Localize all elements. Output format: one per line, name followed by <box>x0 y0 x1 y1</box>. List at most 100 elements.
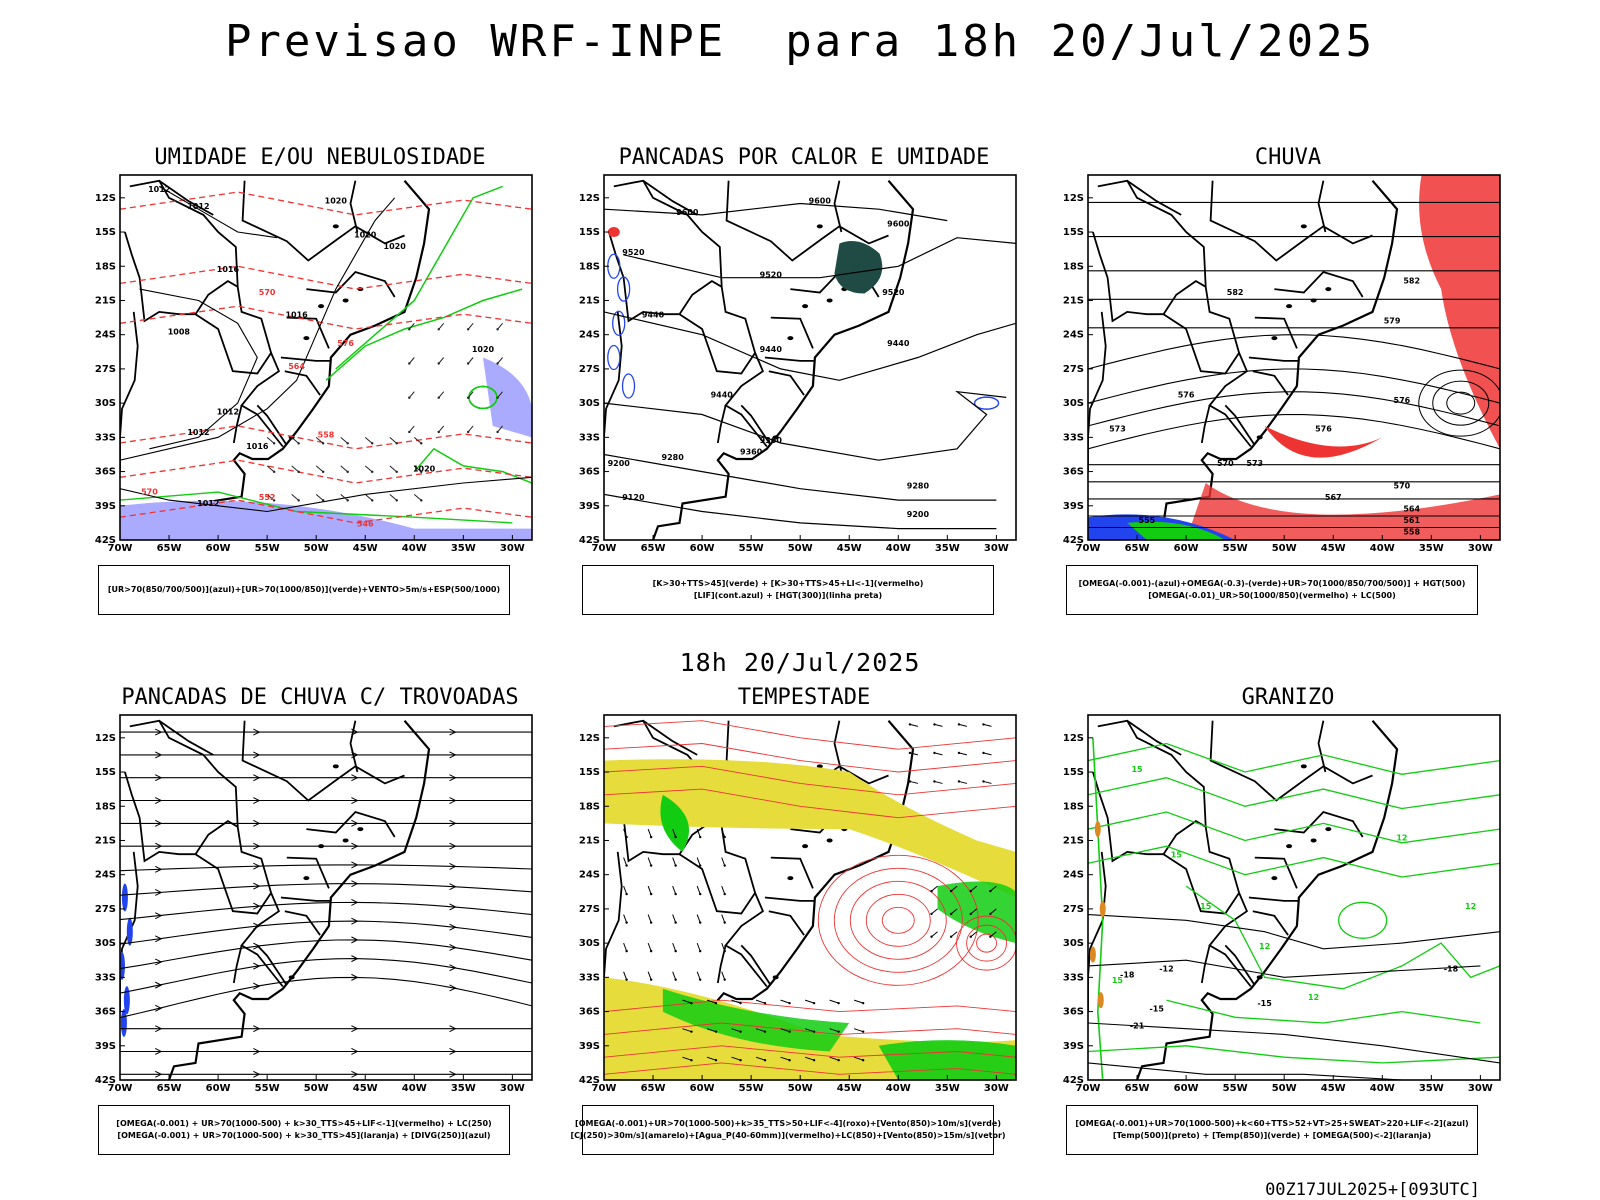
streamline-250hpa <box>120 958 532 994</box>
wind-vector-head <box>930 889 933 893</box>
contour-label: 1012 <box>187 428 209 437</box>
contour-label: 1020 <box>384 242 407 251</box>
country-state-border <box>613 719 768 988</box>
wind-vector <box>467 357 474 364</box>
wind-vector-head <box>723 864 726 867</box>
lake-dot <box>342 838 349 843</box>
contour-label: 12 <box>1465 902 1476 911</box>
lc850-streamline <box>956 915 1016 971</box>
country-state-border <box>1254 856 1298 889</box>
wind-vector-head <box>321 442 325 445</box>
country-state-border <box>129 179 284 448</box>
country-state-border <box>1274 810 1364 838</box>
lat-tick-label: 39S <box>579 501 600 512</box>
humidity-contour-green <box>335 185 503 370</box>
wind-vector <box>647 942 652 952</box>
country-state-border <box>604 851 623 1014</box>
humidity-contour-green <box>120 491 513 524</box>
lat-tick-label: 24S <box>1063 330 1084 341</box>
legend-line: [OMEGA(-0.001)+UR>70(1000-500)+k>35_TTS>… <box>575 1119 1001 1128</box>
lon-tick-label: 50W <box>1272 1083 1297 1094</box>
contour-label: 9120 <box>622 493 645 502</box>
wind-vector-head <box>272 470 276 474</box>
lake-dot <box>357 827 364 832</box>
streamline-250hpa <box>120 901 532 921</box>
streamline-arrow <box>449 862 457 870</box>
contour-label: -15 <box>1257 999 1272 1008</box>
contour-label: 573 <box>1246 459 1263 468</box>
wind-vector <box>291 436 299 444</box>
country-state-border <box>679 853 756 915</box>
wind-vector <box>340 493 349 501</box>
map-layer: 1012 1012 1016 1016 1020 1020 1020 1012 1008 1016… <box>120 175 532 540</box>
wind-vector-head <box>969 912 972 916</box>
contour-label: 9440 <box>711 390 734 399</box>
contour-label: 1020 <box>472 345 495 354</box>
streamline-arrow <box>449 1025 457 1033</box>
lat-tick-label: 42S <box>1063 1075 1084 1086</box>
wind-vector-head <box>969 889 972 893</box>
lon-tick-label: 50W <box>788 1083 813 1094</box>
lat-tick-label: 30S <box>579 938 600 949</box>
country-state-border <box>158 179 214 216</box>
lon-tick-label: 30W <box>984 1083 1009 1094</box>
wind-vector-head <box>930 935 933 938</box>
country-state-border <box>833 720 843 773</box>
wind-vector-head <box>812 1058 816 1062</box>
lc850-streamline <box>976 933 998 953</box>
lake-dot <box>826 298 833 303</box>
lc850-streamline <box>604 999 1016 1013</box>
thickness-contour <box>120 425 532 450</box>
country-state-border <box>1088 311 1107 474</box>
wind-vector-head <box>408 362 411 365</box>
contour-label: 564 <box>288 362 305 371</box>
lake-dot <box>288 975 295 980</box>
lake-dot <box>318 304 325 309</box>
wind-vector <box>497 357 503 364</box>
hgt500-streamline <box>1088 368 1500 404</box>
contour-label: 9280 <box>907 482 930 491</box>
lc850-streamline <box>833 867 963 973</box>
lake-dot <box>1271 336 1278 341</box>
legend-line: [OMEGA(-0.001) + UR>70(1000-500) + k>30_… <box>116 1119 492 1128</box>
country-state-border <box>740 944 772 986</box>
lake-dot <box>787 336 794 341</box>
wind-vector <box>647 828 652 838</box>
panel-title: PANCADAS POR CALOR E UMIDADE <box>618 145 990 170</box>
lake-dot <box>787 876 794 881</box>
legend-tempestade: [OMEGA(-0.001)+UR>70(1000-500)+k>35_TTS>… <box>570 1105 1006 1155</box>
wind-vector-head <box>346 499 349 502</box>
map-background <box>120 715 532 1080</box>
wind-vector-head <box>949 889 953 893</box>
lon-tick-label: 35W <box>935 1083 960 1094</box>
wind-vector <box>755 1056 766 1061</box>
wind-vector <box>497 391 503 399</box>
wind-vector-head <box>763 1058 767 1062</box>
map-layer: 582 582 579 576 576 576 573 573 570 570 567 564 561 5… <box>1088 175 1500 540</box>
country-state-border <box>1088 851 1107 1014</box>
lat-tick-label: 30S <box>95 938 116 949</box>
lon-tick-label: 45W <box>1321 543 1346 554</box>
contour-label: -21 <box>1130 1022 1145 1031</box>
wind-vector <box>909 723 919 727</box>
lif-contour <box>616 276 631 302</box>
lon-tick-label: 35W <box>1419 543 1444 554</box>
wind-vector <box>497 322 503 330</box>
wind-vector <box>389 436 398 444</box>
wind-vector-head <box>812 1030 816 1033</box>
wind-vector-head <box>739 1001 742 1005</box>
lake-dot <box>342 298 349 303</box>
wind-vector-head <box>297 470 300 474</box>
contour-label: 12 <box>1396 833 1407 842</box>
streamline-arrow <box>253 882 261 890</box>
lat-tick-label: 39S <box>579 1041 600 1052</box>
wind-vector-head <box>321 499 325 502</box>
wind-vector <box>408 391 415 399</box>
contour-label: 576 <box>1178 390 1195 399</box>
hgt-contour <box>604 453 997 501</box>
contour-label: 558 <box>1403 527 1420 536</box>
lif-contour <box>973 396 1000 410</box>
cyclone-contour <box>1432 380 1490 426</box>
lat-tick-label: 33S <box>95 972 116 983</box>
streamline-arrow <box>155 981 163 989</box>
